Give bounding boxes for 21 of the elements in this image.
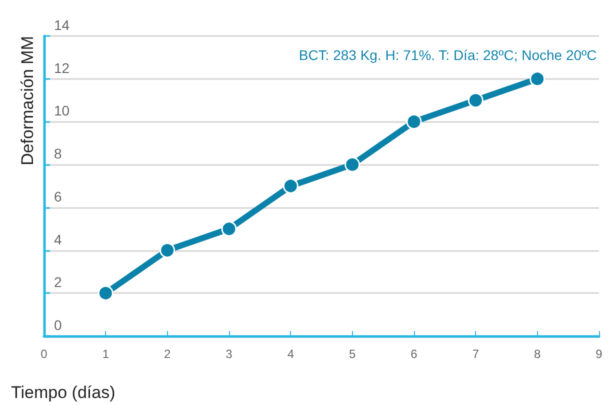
y-tick-label: 14 [54, 17, 70, 33]
x-tick-label: 1 [102, 347, 110, 361]
y-tick-label: 12 [54, 60, 70, 76]
y-axis-title: Deformación MM [18, 36, 37, 166]
x-tick-label: 5 [348, 347, 356, 361]
x-axis-title: Tiempo (días) [11, 383, 116, 402]
x-tick-label: 4 [287, 347, 294, 361]
x-tick-label: 6 [410, 347, 418, 361]
x-tick-label: 3 [226, 347, 233, 361]
x-tick-label: 8 [534, 347, 541, 361]
annotation: BCT: 283 Kg. H: 71%. T: Día: 28ºC; Noche 20ºC [298, 47, 597, 63]
x-tick-label: 7 [472, 347, 480, 361]
y-tick-label: 0 [54, 317, 62, 333]
y-tick-label: 4 [54, 231, 62, 248]
x-tick-label: 9 [596, 347, 603, 361]
y-tick-label: 8 [54, 146, 62, 162]
x-tick-label: 2 [164, 347, 171, 361]
y-tick-label: 6 [54, 188, 62, 204]
x-tick-label: 0 [40, 347, 48, 361]
y-tick-label: 2 [54, 274, 62, 290]
y-tick-label: 10 [54, 102, 70, 119]
